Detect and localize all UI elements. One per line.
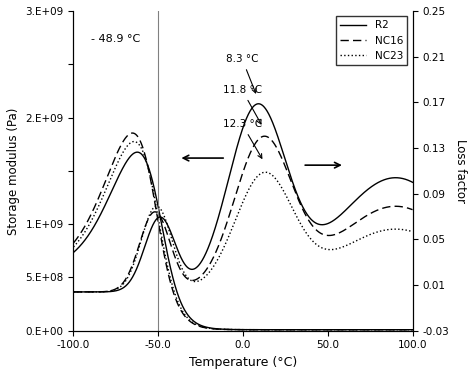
Text: 8.3 °C: 8.3 °C <box>226 55 258 93</box>
Y-axis label: Loss factor: Loss factor <box>454 139 467 203</box>
Text: 11.8 °C: 11.8 °C <box>223 85 262 124</box>
Legend: R2, NC16, NC23: R2, NC16, NC23 <box>336 16 407 65</box>
Text: - 48.9 °C: - 48.9 °C <box>91 34 140 44</box>
Y-axis label: Storage modulus (Pa): Storage modulus (Pa) <box>7 107 20 235</box>
X-axis label: Temperature (°C): Temperature (°C) <box>189 356 297 369</box>
Text: 12.3 °C: 12.3 °C <box>223 120 262 158</box>
